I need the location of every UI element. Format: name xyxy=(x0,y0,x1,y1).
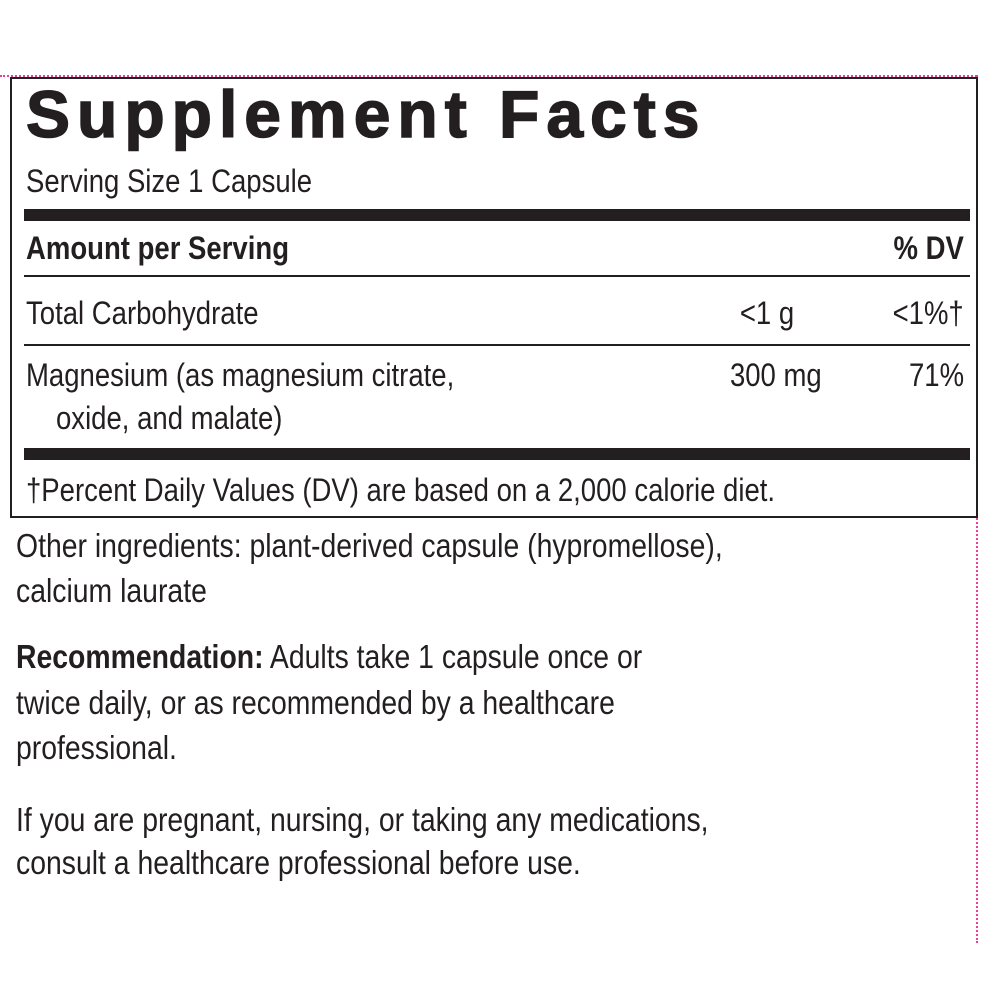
other-ingredients-line: Other ingredients: plant-derived capsule… xyxy=(16,527,723,564)
row-amount: 300 mg xyxy=(730,357,822,393)
serving-size: Serving Size 1 Capsule xyxy=(26,163,313,199)
row-amount: <1 g xyxy=(739,295,794,331)
warning-line: If you are pregnant, nursing, or taking … xyxy=(16,801,709,838)
recommendation-label: Recommendation: xyxy=(16,638,264,675)
row-name-continued: oxide, and malate) xyxy=(56,400,283,436)
recommendation-line: twice daily, or as recommended by a heal… xyxy=(16,684,615,721)
row-name: Magnesium (as magnesium citrate, xyxy=(26,357,455,393)
trim-guide-top xyxy=(0,75,977,77)
footnote: †Percent Daily Values (DV) are based on … xyxy=(26,472,776,508)
row-name: Total Carbohydrate xyxy=(26,295,259,331)
divider xyxy=(24,344,970,346)
recommendation-text: Adults take 1 capsule once or xyxy=(263,638,643,675)
row-dv: 71% xyxy=(908,357,964,393)
thick-divider xyxy=(24,209,970,221)
other-ingredients-line: calcium laurate xyxy=(16,572,207,609)
warning-line: consult a healthcare professional before… xyxy=(16,844,581,881)
recommendation-line: Recommendation: Adults take 1 capsule on… xyxy=(16,634,642,679)
recommendation-line: professional. xyxy=(16,729,177,766)
panel-title: Supplement Facts xyxy=(25,76,707,152)
thick-divider xyxy=(24,448,970,460)
divider xyxy=(24,275,970,277)
supplement-facts-panel xyxy=(10,77,978,518)
dv-header: % DV xyxy=(893,230,964,266)
row-dv: <1%† xyxy=(892,295,964,331)
amount-per-serving-header: Amount per Serving xyxy=(26,230,289,266)
